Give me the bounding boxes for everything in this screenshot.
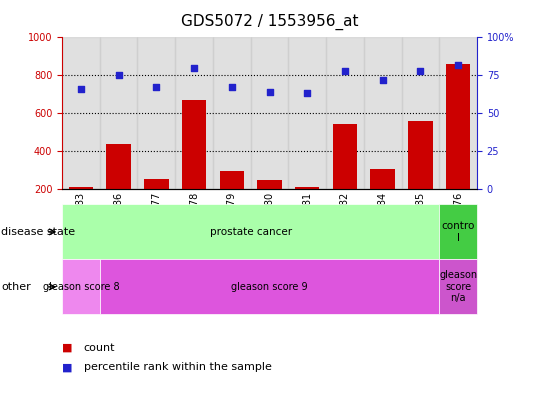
- Bar: [106, 144, 131, 226]
- Bar: [257, 180, 282, 226]
- Bar: [213, 37, 251, 189]
- Bar: [137, 37, 175, 189]
- Text: prostate cancer: prostate cancer: [210, 227, 292, 237]
- Text: percentile rank within the sample: percentile rank within the sample: [84, 362, 272, 373]
- Point: [303, 90, 312, 96]
- Point: [454, 61, 462, 68]
- Bar: [364, 37, 402, 189]
- Text: disease state: disease state: [1, 227, 75, 237]
- Bar: [68, 187, 93, 226]
- Text: gleason
score
n/a: gleason score n/a: [439, 270, 477, 303]
- Point: [190, 64, 198, 71]
- Bar: [62, 37, 100, 189]
- Bar: [182, 100, 206, 226]
- Text: gleason score 9: gleason score 9: [231, 282, 308, 292]
- Point: [77, 86, 85, 92]
- Bar: [251, 37, 288, 189]
- Bar: [219, 171, 244, 226]
- Bar: [370, 169, 395, 226]
- Bar: [175, 37, 213, 189]
- Bar: [326, 37, 364, 189]
- Text: ■: ■: [62, 343, 72, 353]
- Bar: [446, 64, 471, 226]
- Bar: [402, 37, 439, 189]
- Point: [114, 72, 123, 78]
- Bar: [333, 124, 357, 226]
- Bar: [439, 37, 477, 189]
- Text: GDS5072 / 1553956_at: GDS5072 / 1553956_at: [181, 14, 358, 30]
- Text: contro
l: contro l: [441, 221, 475, 242]
- Bar: [144, 179, 169, 226]
- Bar: [295, 187, 320, 226]
- Point: [152, 84, 161, 90]
- Text: ■: ■: [62, 362, 72, 373]
- Point: [227, 84, 236, 90]
- Bar: [100, 37, 137, 189]
- Text: gleason score 8: gleason score 8: [43, 282, 119, 292]
- Point: [378, 77, 387, 83]
- Point: [416, 68, 425, 74]
- Text: count: count: [84, 343, 115, 353]
- Point: [265, 89, 274, 95]
- Point: [341, 68, 349, 74]
- Bar: [408, 121, 433, 226]
- Text: other: other: [1, 282, 31, 292]
- Bar: [288, 37, 326, 189]
